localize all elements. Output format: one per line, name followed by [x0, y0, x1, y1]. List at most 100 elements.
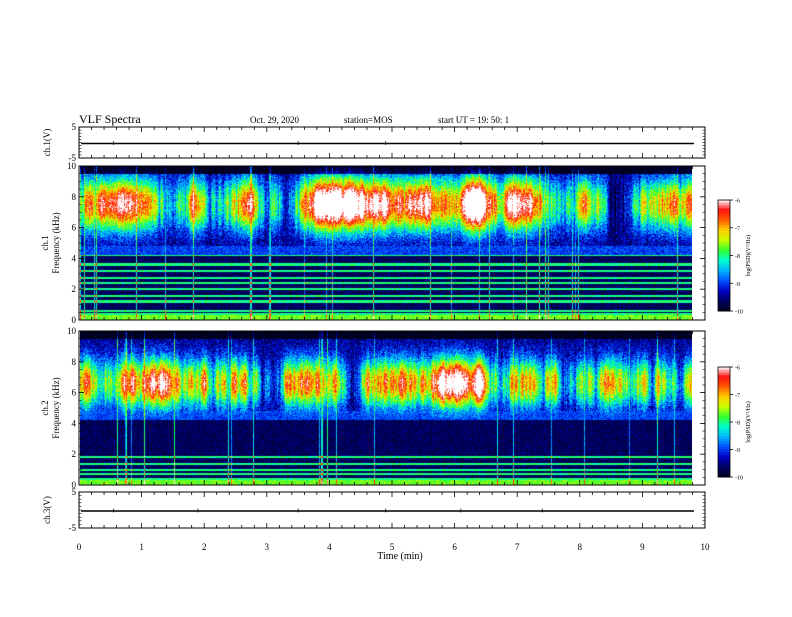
- colorbar-tick-label: -6: [735, 199, 740, 205]
- colorbar-label: log(PSD)(V²/Hz): [745, 235, 752, 276]
- y-tick-label: -5: [69, 523, 77, 533]
- colorbar-tick-label: -10: [735, 310, 743, 316]
- colorbar-segment: [718, 430, 730, 434]
- colorbar-segment: [718, 288, 730, 293]
- y-tick-label: 5: [72, 487, 77, 497]
- x-tick-label: 5: [390, 542, 395, 552]
- ch1-spectrogram-heatmap: [80, 166, 692, 320]
- colorbar-segment: [718, 252, 730, 256]
- y-tick-label: 2: [72, 449, 77, 459]
- colorbar-segment: [718, 452, 730, 456]
- colorbar-segment: [718, 367, 730, 371]
- y-axis-label-line: ch.1(V): [42, 129, 52, 157]
- colorbar-segment: [718, 380, 730, 384]
- ch2-colorbar: -6 -7 -8 -9 -10 log(PSD)(V²/Hz): [717, 366, 752, 482]
- colorbar-segment: [718, 213, 730, 218]
- ch1-spectrogram-panel: 0 2 4 6 8 10 ch.1Frequency (kHz): [40, 161, 706, 325]
- colorbar-segment: [718, 247, 730, 251]
- colorbar-segment: [718, 435, 730, 439]
- colorbar-segment: [718, 236, 730, 240]
- colorbar-segment: [718, 219, 730, 223]
- colorbar-segment: [718, 233, 730, 237]
- y-axis-label-line: Frequency (kHz): [51, 377, 61, 438]
- y-tick-label: 8: [72, 357, 77, 367]
- colorbar-segment: [718, 266, 730, 270]
- y-tick-label: 6: [72, 388, 77, 398]
- y-tick-label: 6: [72, 223, 77, 233]
- colorbar-segment: [718, 261, 730, 265]
- panel-frame: [78, 491, 706, 529]
- x-tick-label: 10: [701, 542, 711, 552]
- colorbar-tick-label: -9: [735, 282, 740, 288]
- colorbar-segment: [718, 416, 730, 420]
- colorbar-segment: [718, 230, 730, 234]
- chart-title: VLF Spectra: [79, 112, 141, 126]
- colorbar-segment: [718, 269, 730, 273]
- colorbar-segment: [718, 291, 730, 295]
- colorbar-segment: [718, 405, 730, 409]
- x-tick-label: 2: [202, 542, 207, 552]
- x-tick-label: 3: [265, 542, 270, 552]
- colorbar-segment: [718, 463, 730, 467]
- x-tick-label: 7: [515, 542, 520, 552]
- colorbar-segment: [718, 468, 730, 472]
- colorbar-segment: [718, 433, 730, 437]
- colorbar-segment: [718, 474, 730, 478]
- y-axis-label: ch.2Frequency (kHz): [40, 377, 61, 438]
- colorbar-segment: [718, 471, 730, 475]
- colorbar-segment: [718, 411, 730, 415]
- colorbar-segment: [718, 241, 730, 245]
- colorbar-segment: [718, 372, 730, 376]
- colorbar-tick-label: -8: [735, 421, 740, 427]
- colorbar-segment: [718, 455, 730, 459]
- colorbar-segment: [718, 216, 730, 220]
- colorbar-segment: [718, 383, 730, 387]
- colorbar-segment: [718, 305, 730, 309]
- colorbar-segment: [718, 408, 730, 412]
- header-date: Oct. 29, 2020: [250, 115, 299, 125]
- y-tick-label: 0: [72, 480, 77, 490]
- colorbar-segment: [718, 263, 730, 268]
- colorbar-tick-label: -7: [735, 226, 740, 232]
- colorbar-segment: [718, 391, 730, 395]
- colorbar-segment: [718, 277, 730, 281]
- x-axis: 0 1 2 3 4 5 6 7 8 9 10 Time (min): [77, 542, 710, 562]
- header-station: station=MOS: [344, 115, 393, 125]
- colorbar-segment: [718, 299, 730, 304]
- y-axis-label: ch.1Frequency (kHz): [40, 212, 61, 273]
- y-tick-label: 4: [72, 418, 77, 428]
- colorbar-segment: [718, 378, 730, 382]
- y-axis-label-line: ch.2: [40, 400, 50, 415]
- colorbar-segment: [718, 224, 730, 229]
- colorbar-segment: [718, 280, 730, 284]
- y-tick-label: -5: [69, 153, 77, 163]
- ch3-waveform-panel: 5 -5 ch.3(V): [42, 487, 706, 533]
- colorbar-tick-label: -9: [735, 448, 740, 454]
- y-axis-label: ch.1(V): [42, 129, 52, 157]
- colorbar-tick-label: -6: [735, 366, 740, 372]
- colorbar-segment: [718, 446, 730, 450]
- colorbar-segment: [718, 386, 730, 390]
- colorbar-segment: [718, 424, 730, 428]
- colorbar-segment: [718, 402, 730, 406]
- colorbar-segment: [718, 222, 730, 226]
- colorbar-segment: [718, 308, 730, 312]
- colorbar-segment: [718, 205, 730, 209]
- colorbar-segment: [718, 200, 730, 204]
- colorbar-segment: [718, 422, 730, 426]
- colorbar-segment: [718, 397, 730, 401]
- colorbar-label: log(PSD)(V²/Hz): [745, 401, 752, 442]
- colorbar-segment: [718, 274, 730, 279]
- colorbar-tick-label: -10: [735, 476, 743, 482]
- colorbar-segment: [718, 427, 730, 431]
- colorbar-segment: [718, 394, 730, 398]
- y-tick-label: 0: [72, 315, 77, 325]
- colorbar-segment: [718, 449, 730, 453]
- colorbar-tick-label: -8: [735, 254, 740, 260]
- y-axis-label-line: ch.3(V): [42, 496, 52, 524]
- colorbar-segment: [718, 457, 730, 461]
- colorbar-tick-label: -7: [735, 393, 740, 399]
- colorbar-segment: [718, 258, 730, 262]
- colorbar-segment: [718, 294, 730, 298]
